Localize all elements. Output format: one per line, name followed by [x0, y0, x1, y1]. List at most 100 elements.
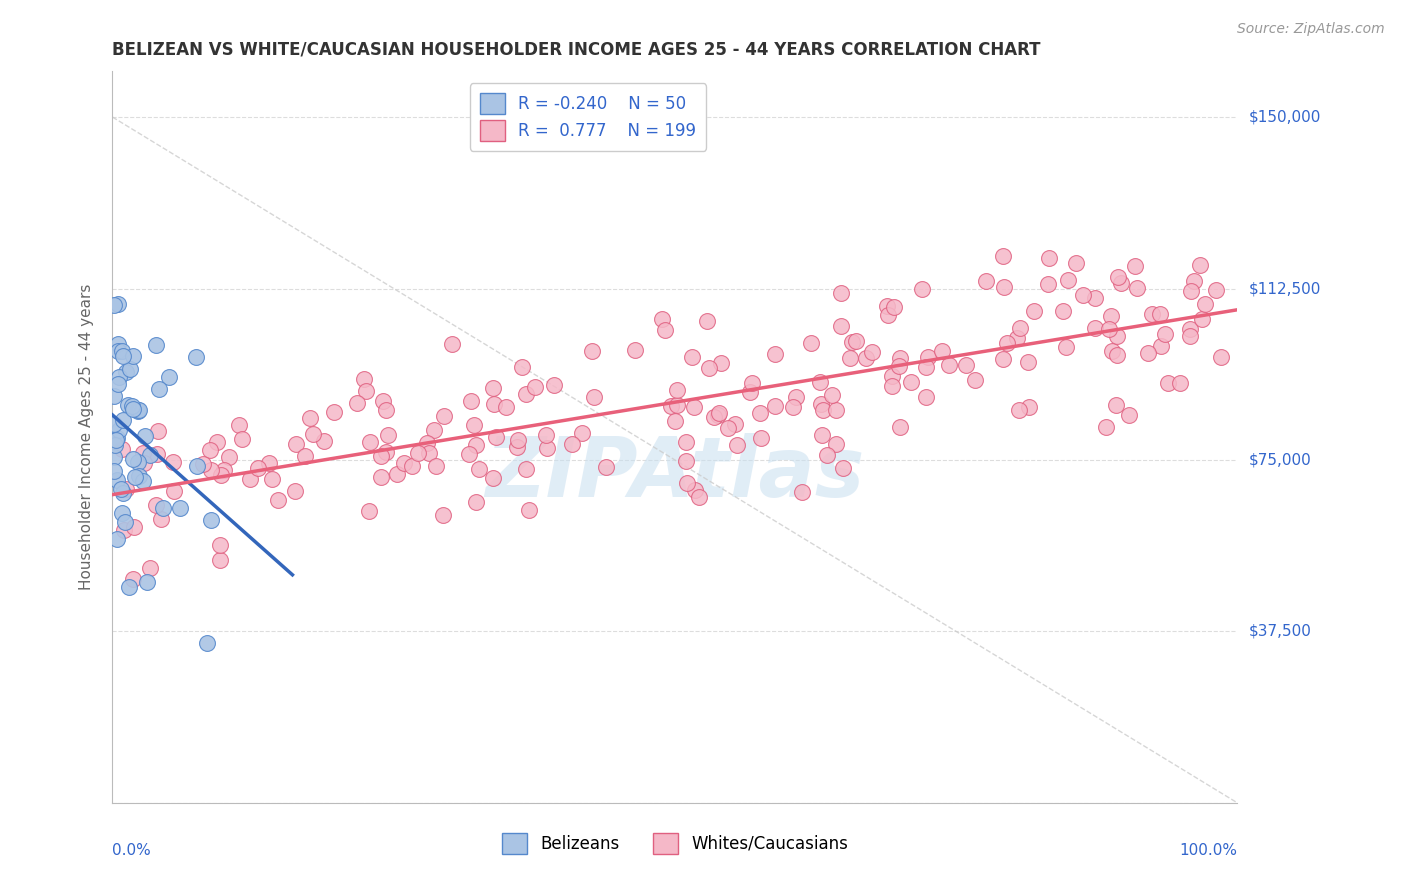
- Point: [707, 406, 730, 420]
- Point: [495, 400, 517, 414]
- Point: [738, 384, 761, 399]
- Point: [696, 313, 718, 327]
- Point: [882, 379, 904, 393]
- Point: [284, 483, 307, 498]
- Point: [209, 468, 232, 483]
- Point: [481, 471, 503, 485]
- Point: [359, 434, 381, 449]
- Point: [422, 423, 444, 437]
- Point: [401, 458, 423, 473]
- Point: [1189, 258, 1212, 272]
- Point: [706, 408, 728, 422]
- Point: [121, 349, 143, 363]
- Point: [717, 421, 740, 435]
- Point: [1109, 276, 1132, 290]
- Point: [117, 398, 139, 412]
- Point: [815, 448, 838, 462]
- Point: [1157, 376, 1180, 390]
- Point: [107, 336, 129, 351]
- Point: [122, 572, 145, 586]
- Point: [186, 459, 208, 474]
- Point: [571, 426, 593, 441]
- Point: [111, 349, 134, 363]
- Point: [688, 491, 710, 505]
- Point: [373, 393, 395, 408]
- Point: [845, 334, 868, 348]
- Point: [460, 393, 482, 408]
- Point: [118, 361, 141, 376]
- Point: [675, 454, 697, 468]
- Text: $75,000: $75,000: [1249, 452, 1312, 467]
- Point: [103, 464, 125, 478]
- Point: [824, 403, 846, 417]
- Point: [900, 376, 922, 390]
- Point: [963, 373, 986, 387]
- Point: [832, 460, 855, 475]
- Point: [138, 448, 160, 462]
- Point: [198, 442, 221, 457]
- Point: [385, 467, 408, 481]
- Point: [259, 456, 281, 470]
- Point: [1191, 311, 1213, 326]
- Text: $112,500: $112,500: [1249, 281, 1320, 296]
- Point: [440, 336, 463, 351]
- Point: [741, 376, 763, 391]
- Point: [821, 388, 844, 402]
- Point: [114, 365, 136, 379]
- Point: [683, 483, 706, 498]
- Point: [749, 431, 772, 445]
- Point: [136, 575, 159, 590]
- Point: [377, 428, 399, 442]
- Point: [218, 450, 240, 464]
- Point: [651, 312, 673, 326]
- Point: [108, 370, 131, 384]
- Point: [214, 463, 236, 477]
- Point: [1105, 398, 1128, 412]
- Point: [515, 461, 537, 475]
- Point: [433, 409, 456, 423]
- Point: [103, 298, 125, 312]
- Point: [1194, 297, 1216, 311]
- Point: [145, 498, 167, 512]
- Point: [830, 319, 852, 334]
- Point: [1005, 331, 1028, 345]
- Point: [889, 420, 911, 434]
- Point: [1094, 420, 1116, 434]
- Point: [841, 335, 863, 350]
- Point: [889, 351, 911, 365]
- Point: [103, 417, 125, 432]
- Point: [748, 406, 770, 420]
- Point: [1123, 260, 1146, 274]
- Point: [724, 417, 747, 432]
- Point: [299, 410, 322, 425]
- Text: $37,500: $37,500: [1249, 624, 1312, 639]
- Point: [543, 378, 565, 392]
- Point: [107, 344, 129, 359]
- Point: [231, 432, 253, 446]
- Point: [595, 459, 617, 474]
- Point: [517, 502, 540, 516]
- Point: [838, 351, 860, 365]
- Point: [1168, 376, 1191, 391]
- Text: BELIZEAN VS WHITE/CAUCASIAN HOUSEHOLDER INCOME AGES 25 - 44 YEARS CORRELATION CH: BELIZEAN VS WHITE/CAUCASIAN HOUSEHOLDER …: [112, 41, 1040, 59]
- Point: [825, 437, 848, 451]
- Point: [876, 300, 898, 314]
- Point: [463, 418, 485, 433]
- Point: [146, 447, 169, 461]
- Point: [1036, 277, 1059, 292]
- Point: [200, 463, 222, 477]
- Point: [995, 336, 1018, 351]
- Point: [482, 381, 505, 395]
- Point: [246, 460, 269, 475]
- Point: [855, 351, 877, 365]
- Point: [139, 561, 162, 575]
- Point: [1064, 256, 1087, 270]
- Point: [664, 414, 686, 428]
- Point: [152, 501, 174, 516]
- Point: [1084, 321, 1107, 335]
- Point: [312, 434, 335, 448]
- Point: [883, 300, 905, 314]
- Point: [107, 377, 129, 392]
- Point: [810, 397, 832, 411]
- Point: [654, 323, 676, 337]
